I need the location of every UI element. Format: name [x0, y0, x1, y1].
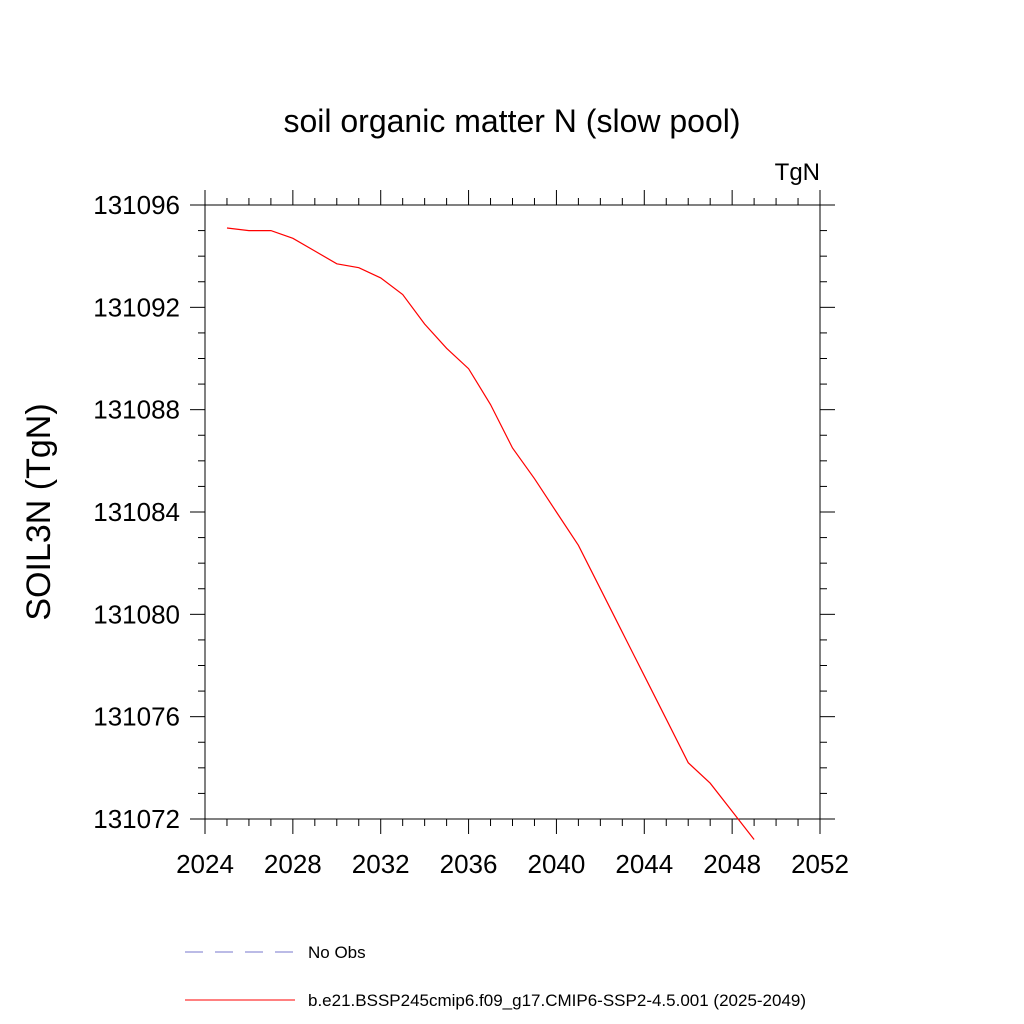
x-tick-label: 2052	[791, 849, 849, 879]
y-tick-label: 131084	[93, 497, 180, 527]
legend-label: b.e21.BSSP245cmip6.f09_g17.CMIP6-SSP2-4.…	[308, 991, 806, 1010]
legend-label: No Obs	[308, 943, 366, 962]
x-tick-label: 2044	[615, 849, 673, 879]
x-tick-label: 2036	[440, 849, 498, 879]
x-tick-label: 2040	[528, 849, 586, 879]
legend: No Obs b.e21.BSSP245cmip6.f09_g17.CMIP6-S…	[185, 943, 806, 1010]
chart-title: soil organic matter N (slow pool)	[283, 103, 740, 139]
y-tick-label: 131080	[93, 599, 180, 629]
units-label: TgN	[775, 159, 820, 186]
y-tick-label: 131096	[93, 190, 180, 220]
y-tick-label: 131072	[93, 804, 180, 834]
axes: 2024 2028 2032 2036 2040 2044 2048 2052 131072 13…	[93, 190, 849, 879]
x-tick-label: 2032	[352, 849, 410, 879]
y-tick-label: 131076	[93, 702, 180, 732]
y-tick-label: 131092	[93, 292, 180, 322]
x-tick-label: 2028	[264, 849, 322, 879]
x-tick-label: 2024	[176, 849, 234, 879]
x-tick-label: 2048	[703, 849, 761, 879]
plot-frame	[204, 204, 821, 820]
series-lines	[226, 227, 755, 840]
y-axis-label: SOIL3N (TgN)	[20, 403, 58, 620]
series-line	[226, 227, 755, 840]
y-tick-label: 131088	[93, 395, 180, 425]
